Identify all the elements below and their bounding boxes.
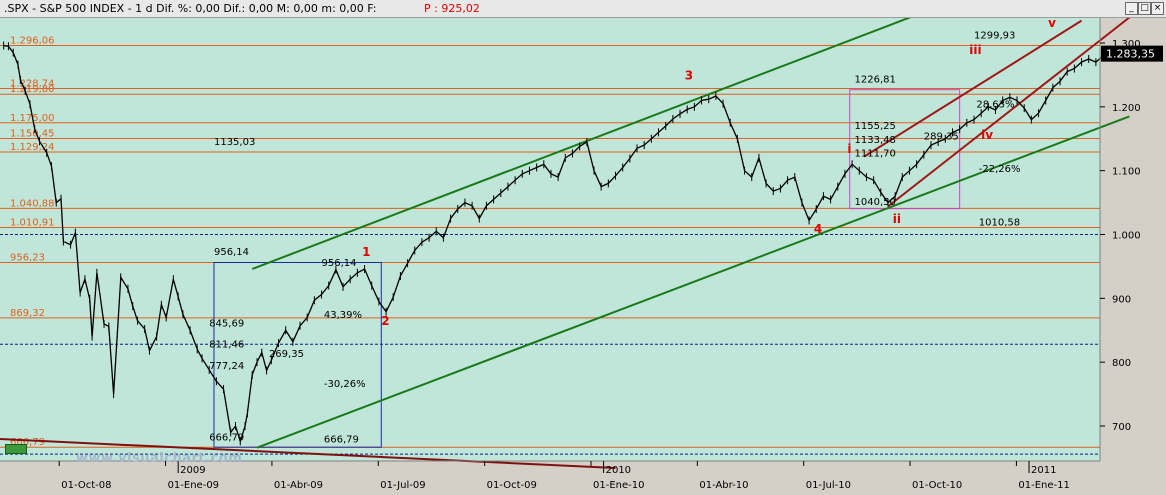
x-tick-label: 01-Oct-09 (487, 480, 537, 491)
level-label: 1.219,80 (10, 84, 55, 95)
wave-label: i (847, 142, 851, 156)
annotation-label: 1040,50 (855, 197, 896, 208)
annotation-label: 845,69 (209, 318, 244, 329)
series-tag (5, 444, 27, 454)
y-tick-label: 1.100 (1112, 167, 1141, 178)
annotation-label: 1299,93 (974, 31, 1015, 42)
trendline (887, 18, 1130, 208)
wave-label: iii (969, 43, 981, 57)
y-tick-label: 900 (1112, 294, 1131, 305)
x-axis-panel (0, 461, 1100, 495)
x-tick-label: 01-Jul-09 (380, 480, 425, 491)
price-chart[interactable]: 1.296,061.228,741.219,801.175,001.150,45… (0, 18, 1166, 495)
y-tick-label: 700 (1112, 422, 1131, 433)
close-button[interactable]: × (1151, 2, 1164, 15)
annotation-label: 1010,58 (979, 218, 1020, 229)
x-tick-label: 01-Ene-11 (1018, 480, 1069, 491)
x-tick-label: 01-Ene-10 (593, 480, 644, 491)
annotation-label: 1135,03 (214, 137, 255, 148)
wave-label: v (1048, 18, 1056, 30)
wave-label: 3 (685, 68, 693, 82)
maximize-button[interactable]: □ (1138, 2, 1151, 15)
year-label: 2010 (606, 465, 631, 476)
wave-label: iv (981, 128, 993, 142)
window-title: .SPX - S&P 500 INDEX - 1 d Dif. %: 0,00 … (4, 2, 377, 15)
annotation-label: -22,26% (979, 164, 1021, 175)
y-tick-label: 1.300 (1112, 39, 1141, 50)
wave-label: 2 (381, 314, 389, 328)
y-tick-label: 800 (1112, 358, 1131, 369)
annotation-label: 666,79 (209, 433, 244, 444)
x-tick-label: 01-Abr-10 (699, 480, 748, 491)
trendline (256, 115, 1130, 449)
level-label: 1.129,24 (10, 142, 55, 153)
level-label: 1.040,88 (10, 198, 55, 209)
last-price-label: 1.283,35 (1106, 48, 1155, 61)
y-axis-panel (1100, 18, 1166, 461)
x-tick-label: 01-Abr-09 (274, 480, 323, 491)
annotation-label: 1155,25 (855, 121, 896, 132)
measure-box (213, 261, 382, 448)
x-tick-label: 01-Oct-08 (61, 480, 111, 491)
last-price-box (1101, 45, 1163, 62)
plot-area (0, 18, 1100, 461)
year-label: 2009 (180, 465, 205, 476)
x-tick-label: 01-Ene-09 (168, 480, 219, 491)
annotation-label: 777,24 (209, 361, 244, 372)
wave-label: ii (893, 212, 901, 226)
trendline (863, 19, 1083, 158)
year-label: 2011 (1031, 465, 1056, 476)
x-tick-label: 01-Jul-10 (806, 480, 851, 491)
annotation-label: 28,63% (976, 99, 1014, 110)
level-label: 1.010,91 (10, 218, 55, 229)
wave-label: 1 (362, 245, 370, 259)
annotation-label: 956,14 (214, 247, 249, 258)
level-label: 1.150,45 (10, 128, 55, 139)
annotation-label: 269,35 (269, 349, 304, 360)
annotation-label: 1111,70 (855, 149, 896, 160)
annotation-label: 956,14 (322, 258, 357, 269)
annotation-label: -30,26% (324, 379, 366, 390)
wave-label: 4 (814, 222, 822, 236)
annotation-label: 1226,81 (855, 75, 896, 86)
y-tick-label: 1.200 (1112, 103, 1141, 114)
window-titlebar: .SPX - S&P 500 INDEX - 1 d Dif. %: 0,00 … (0, 0, 1166, 18)
price-indicator: P : 925,02 (424, 2, 480, 15)
y-tick-label: 1.000 (1112, 231, 1141, 242)
annotation-label: 289,35 (924, 131, 959, 142)
annotation-label: 811,46 (209, 339, 244, 350)
annotation-label: 43,39% (324, 310, 362, 321)
annotation-label: 666,79 (324, 435, 359, 446)
level-label: 1.228,74 (10, 78, 55, 89)
x-tick-label: 01-Oct-10 (912, 480, 962, 491)
level-label: 666,79 (10, 437, 45, 448)
level-label: 869,32 (10, 308, 45, 319)
trendline (0, 438, 616, 469)
annotation-label: 1133,48 (855, 135, 896, 146)
level-label: 956,23 (10, 252, 45, 263)
minimize-button[interactable]: _ (1125, 2, 1138, 15)
visualchart-logo: www.visualchart.com (76, 451, 243, 466)
level-label: 1.296,06 (10, 36, 55, 47)
